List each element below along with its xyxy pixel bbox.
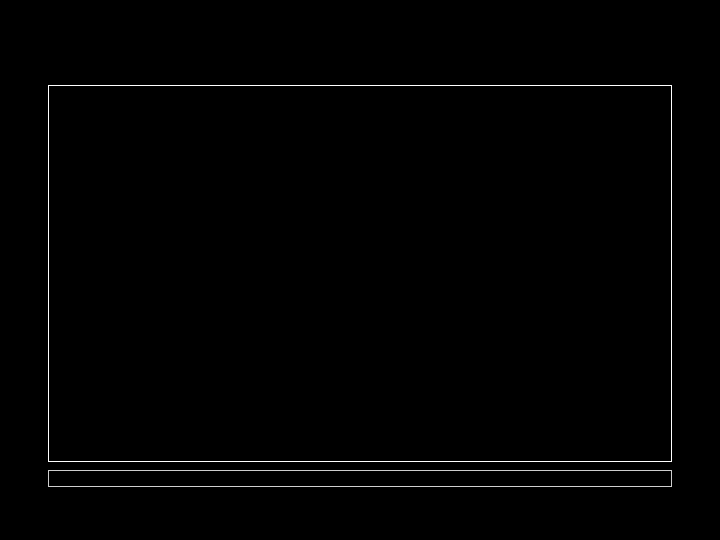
- colorbar[interactable]: [48, 470, 672, 487]
- map-plot-area: [48, 85, 672, 462]
- surface-elevation-field: [49, 86, 671, 461]
- map-canvas: [49, 86, 671, 461]
